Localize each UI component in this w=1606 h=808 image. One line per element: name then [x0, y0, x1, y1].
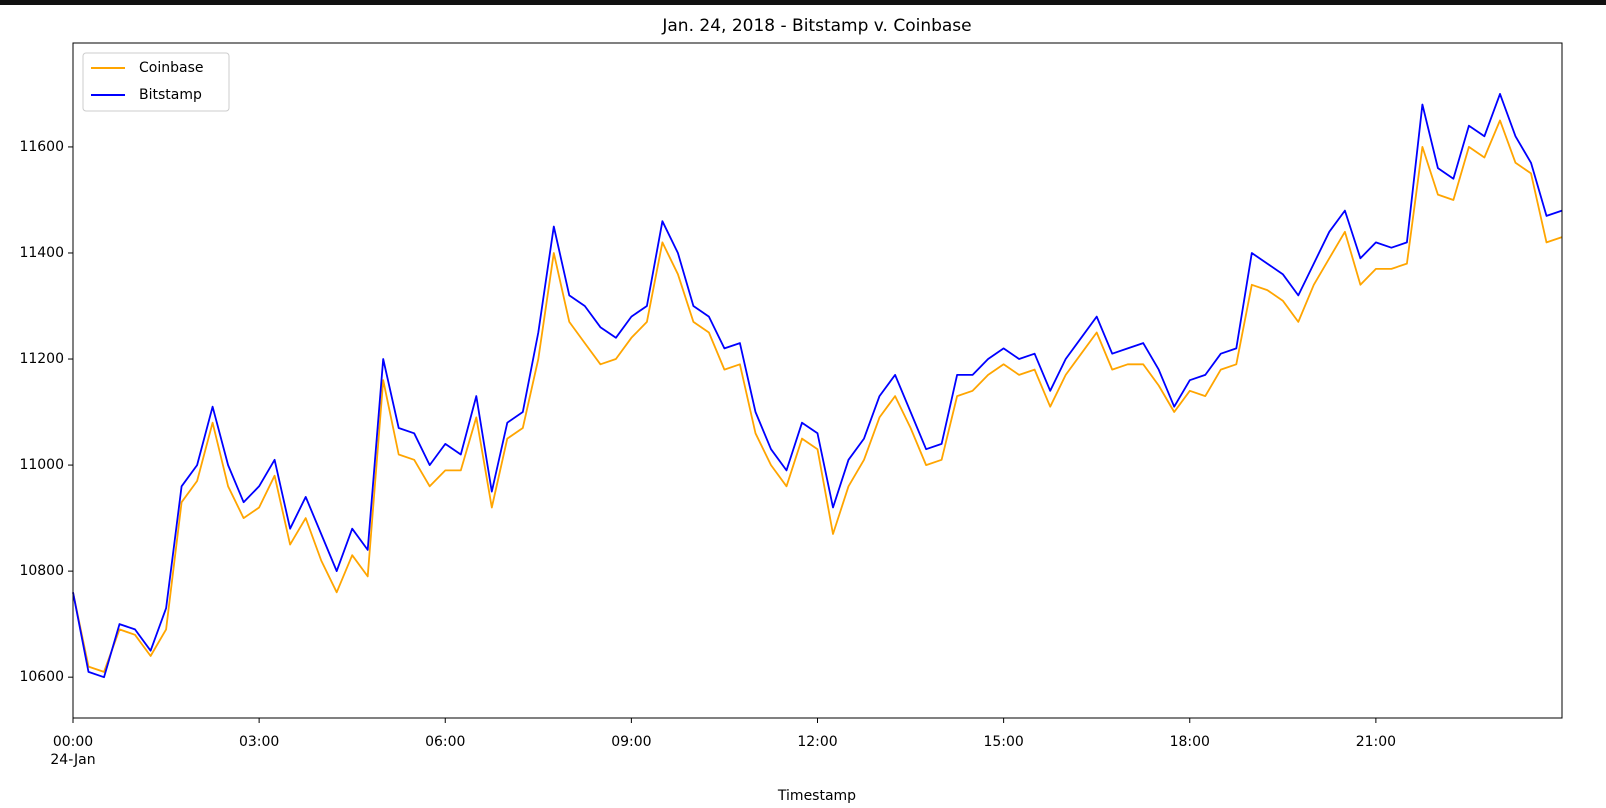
- y-tick-label: 10800: [19, 563, 64, 579]
- line-series: [72, 93, 1563, 679]
- x-tick-label: 03:00: [239, 734, 279, 750]
- y-tick-label: 11400: [19, 245, 64, 261]
- x-tick-label: 15:00: [983, 734, 1023, 750]
- y-tick-label: 10600: [19, 669, 64, 685]
- x-tick-label: 09:00: [611, 734, 651, 750]
- top-bar: [0, 0, 1606, 5]
- x-tick-label: 00:00: [53, 734, 93, 750]
- chart-title: Jan. 24, 2018 - Bitstamp v. Coinbase: [661, 16, 971, 36]
- x-tick-label: 12:00: [797, 734, 837, 750]
- x-date-label: 24-Jan: [50, 752, 95, 768]
- x-tick-label: 18:00: [1170, 734, 1210, 750]
- y-tick-label: 11000: [19, 457, 64, 473]
- x-tick-label: 21:00: [1356, 734, 1396, 750]
- legend-label: Bitstamp: [139, 87, 202, 103]
- y-tick-label: 11600: [19, 139, 64, 155]
- x-axis-label: Timestamp: [777, 788, 856, 804]
- y-tick-label: 11200: [19, 351, 64, 367]
- x-tick-label: 06:00: [425, 734, 465, 750]
- plot-frame: [72, 42, 1563, 719]
- legend-label: Coinbase: [139, 60, 203, 76]
- line-series: [72, 119, 1563, 673]
